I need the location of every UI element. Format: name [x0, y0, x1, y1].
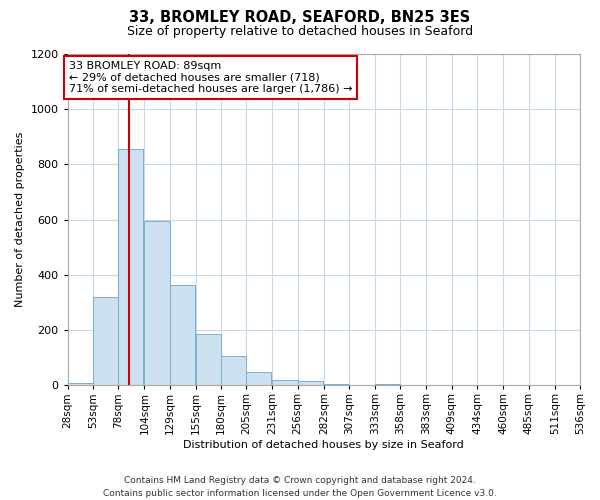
Text: 33, BROMLEY ROAD, SEAFORD, BN25 3ES: 33, BROMLEY ROAD, SEAFORD, BN25 3ES	[130, 10, 470, 25]
Bar	[272, 380, 298, 386]
Bar	[324, 384, 349, 386]
Bar	[118, 150, 143, 386]
Bar	[145, 221, 170, 386]
Bar	[93, 297, 118, 386]
Bar	[298, 381, 323, 386]
Y-axis label: Number of detached properties: Number of detached properties	[15, 132, 25, 308]
Bar	[170, 284, 195, 386]
Bar	[196, 334, 221, 386]
X-axis label: Distribution of detached houses by size in Seaford: Distribution of detached houses by size …	[184, 440, 464, 450]
Text: 33 BROMLEY ROAD: 89sqm
← 29% of detached houses are smaller (718)
71% of semi-de: 33 BROMLEY ROAD: 89sqm ← 29% of detached…	[69, 61, 352, 94]
Text: Size of property relative to detached houses in Seaford: Size of property relative to detached ho…	[127, 25, 473, 38]
Bar	[68, 382, 93, 386]
Bar	[375, 384, 400, 386]
Bar	[246, 372, 271, 386]
Bar	[221, 356, 246, 386]
Text: Contains HM Land Registry data © Crown copyright and database right 2024.
Contai: Contains HM Land Registry data © Crown c…	[103, 476, 497, 498]
